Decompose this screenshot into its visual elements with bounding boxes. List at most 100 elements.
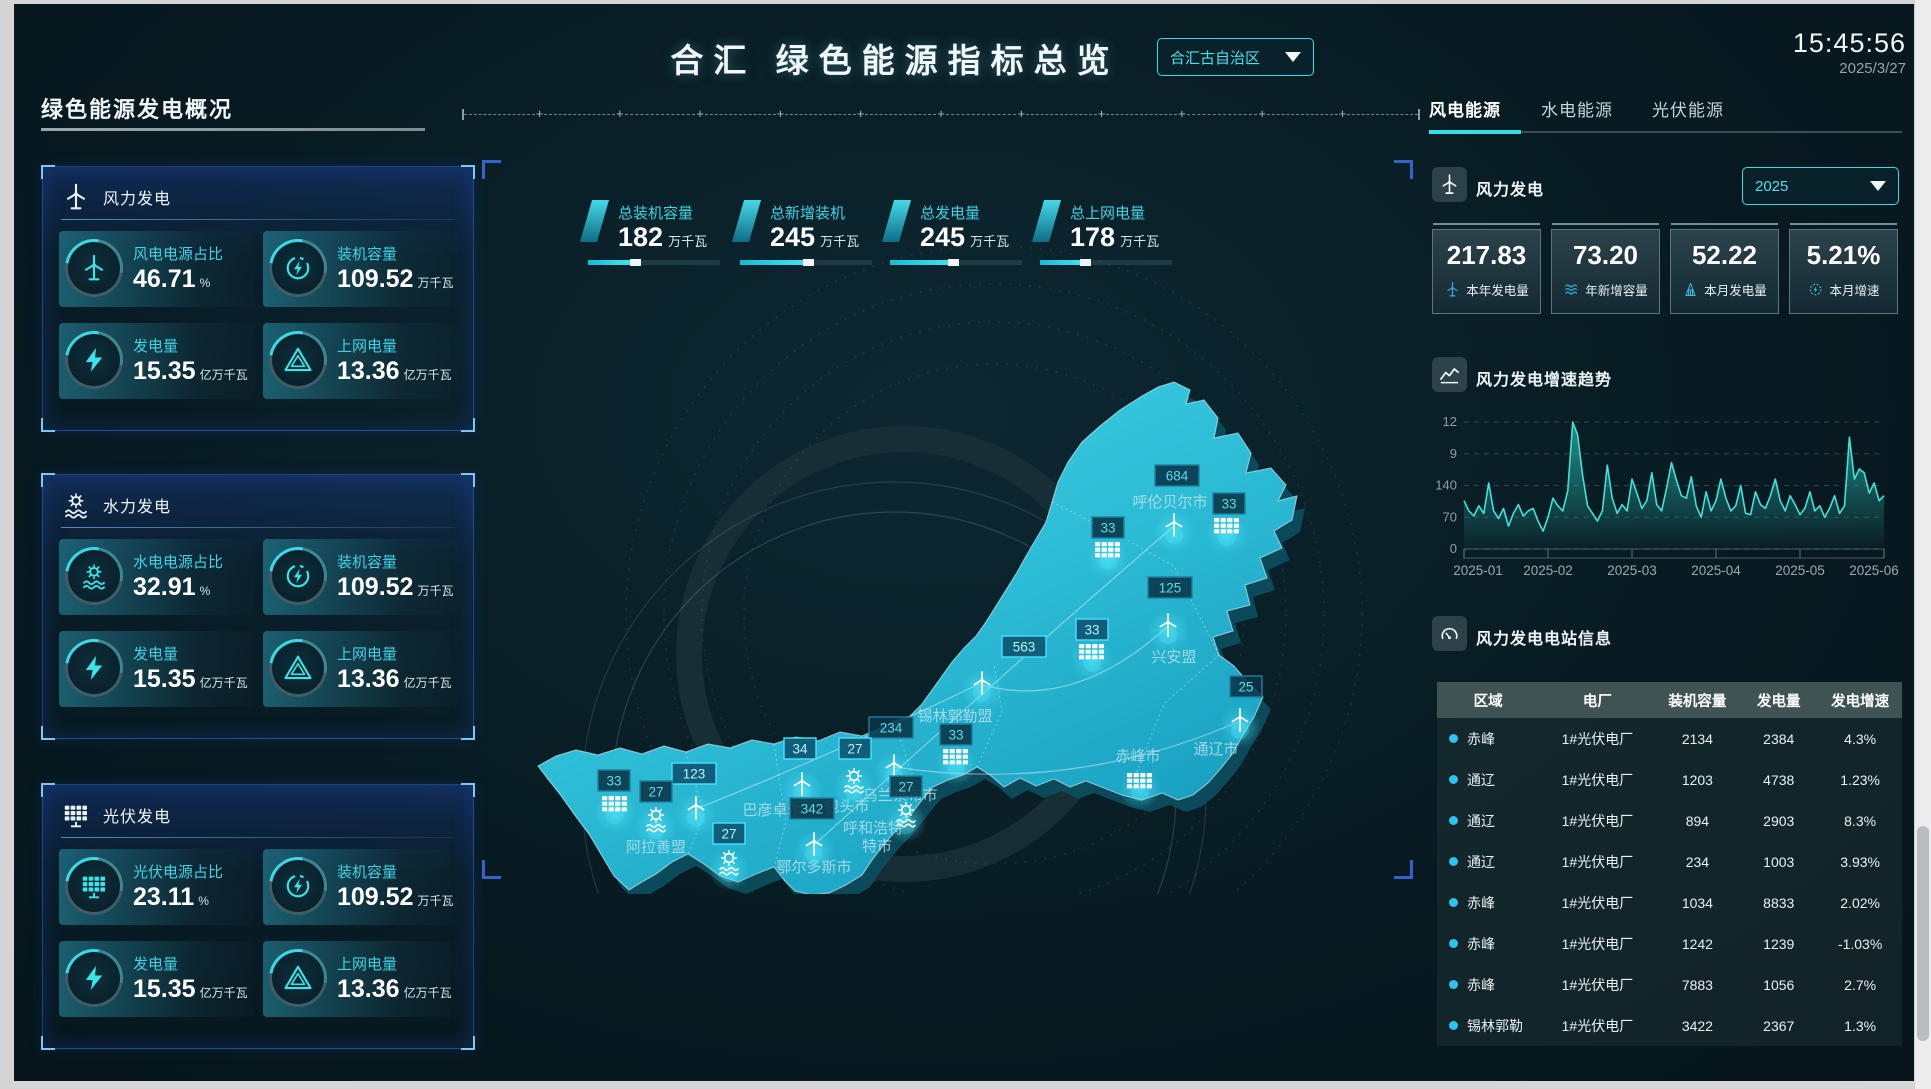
- separator-dash: [544, 113, 615, 115]
- stat-icon-ring: [269, 239, 327, 297]
- generation-cell: 2903: [1763, 812, 1795, 829]
- capacity-cell: 894: [1685, 812, 1710, 829]
- card-title: 风力发电: [103, 191, 172, 208]
- stat-value-number: 15.35: [133, 975, 196, 1003]
- wind-turbine-icon: [1444, 281, 1461, 298]
- dashed-separator: + + + + + + + + + + +: [462, 107, 1420, 121]
- grid-triangle-icon: [283, 653, 313, 683]
- overview-stat-value: 182 万千瓦: [618, 222, 707, 253]
- svg-text:123: 123: [683, 767, 706, 782]
- panel-corner-br: [1394, 860, 1413, 879]
- region-name: 赤峰: [1467, 894, 1495, 911]
- year-select[interactable]: 2025: [1742, 167, 1899, 205]
- svg-text:2025-04: 2025-04: [1691, 563, 1741, 578]
- stat-icon-ring: [65, 331, 123, 389]
- stat-label: 风电电源占比: [133, 246, 224, 263]
- separator-plus: +: [776, 106, 785, 121]
- stat-value-number: 15.35: [133, 665, 196, 693]
- kpi-box: 73.20 年新增容量: [1551, 223, 1660, 314]
- svg-text:684: 684: [1166, 469, 1189, 484]
- tab-hydro[interactable]: 水电能源: [1541, 101, 1613, 120]
- plant-cell: 1#光伏电厂: [1561, 730, 1634, 747]
- table-row[interactable]: 通辽 1#光伏电厂 894 2903 8.3%: [1437, 800, 1902, 841]
- stat-value-unit: 万千瓦: [417, 584, 454, 598]
- stat-value: 109.52 万千瓦: [337, 265, 453, 294]
- region-cell: 赤峰: [1437, 934, 1539, 954]
- stat-value-unit: 亿万千瓦: [199, 676, 248, 690]
- generation-cell: 2367: [1763, 1017, 1795, 1034]
- table-row[interactable]: 通辽 1#光伏电厂 1203 4738 1.23%: [1437, 759, 1902, 800]
- svg-text:234: 234: [880, 721, 903, 736]
- tab-wind[interactable]: 风电能源: [1429, 101, 1501, 120]
- line-chart-icon: [1432, 357, 1467, 392]
- card-title: 光伏发电: [103, 809, 172, 826]
- separator-dash: [945, 113, 1017, 115]
- energy-card-wind: 风力发电 风电电源占比 46.71% 装机容量 109.52 万千瓦 发电量 15.35 亿万千…: [41, 165, 475, 432]
- scrollbar-thumb[interactable]: [1917, 826, 1929, 1041]
- separator-dash: [1026, 113, 1097, 115]
- overview-stat-value: 245 万千瓦: [920, 222, 1009, 253]
- stat-value-number: 109.52: [337, 883, 414, 911]
- window-scrollbar[interactable]: [1914, 0, 1931, 1089]
- sun-gauge-icon: [1807, 281, 1824, 298]
- bullet-dot-icon: [1449, 898, 1458, 907]
- city-label: 呼伦贝尔市: [1132, 494, 1207, 511]
- plant-cell: 1#光伏电厂: [1561, 935, 1634, 952]
- stat-value-number: 15.35: [133, 357, 196, 385]
- card-divider: [61, 527, 455, 528]
- overview-stat: 总新增装机 245 万千瓦: [731, 196, 880, 272]
- stat-value-unit: 亿万千瓦: [199, 986, 248, 1000]
- map-value-badge: 27: [889, 775, 923, 798]
- card-header: 风力发电: [61, 179, 455, 215]
- table-row[interactable]: 赤峰 1#光伏电厂 2134 2384 4.3%: [1437, 718, 1902, 759]
- map-value-badge: 342: [789, 797, 835, 820]
- kpi-label-row: 本月增速: [1790, 280, 1897, 299]
- table-row[interactable]: 赤峰 1#光伏电厂 1242 1239 -1.03%: [1437, 923, 1902, 964]
- region-name: 赤峰: [1467, 730, 1495, 747]
- stat-value: 15.35 亿万千瓦: [133, 975, 248, 1004]
- region-name: 锡林郭勒: [1467, 1017, 1523, 1034]
- card-corner: [41, 418, 55, 432]
- stat-icon-ring: [65, 949, 123, 1007]
- kpi-label: 本月发电量: [1704, 284, 1767, 298]
- table-row[interactable]: 锡林郭勒 1#光伏电厂 3422 2367 1.3%: [1437, 1005, 1902, 1046]
- region-name: 通辽: [1467, 771, 1495, 788]
- stat-value: 13.36 亿万千瓦: [337, 975, 452, 1004]
- wind-turbine-icon: [61, 182, 91, 212]
- table-row[interactable]: 赤峰 1#光伏电厂 7883 1056 2.7%: [1437, 964, 1902, 1005]
- overview-stat-label: 总上网电量: [1070, 205, 1146, 222]
- stat-value-number: 46.71: [133, 265, 196, 293]
- region-name: 赤峰: [1467, 935, 1495, 952]
- stat-label: 上网电量: [337, 646, 398, 663]
- column-header: 装机容量: [1668, 693, 1727, 710]
- generation-cell: 4738: [1763, 771, 1795, 788]
- region-cell: 通辽: [1437, 852, 1539, 872]
- stat-value-unit: 亿万千瓦: [403, 986, 452, 1000]
- overview-stat-unit: 万千瓦: [970, 234, 1010, 249]
- separator-plus: +: [1097, 106, 1106, 121]
- kpi-label: 本月增速: [1829, 284, 1880, 298]
- svg-text:2025-02: 2025-02: [1523, 563, 1573, 578]
- overview-stat-label: 总新增装机: [770, 205, 846, 222]
- svg-text:125: 125: [1159, 581, 1182, 596]
- capacity-cell: 1034: [1681, 894, 1713, 911]
- card-divider: [61, 219, 455, 220]
- svg-text:2025-01: 2025-01: [1453, 563, 1503, 578]
- region-select[interactable]: 合汇古自治区: [1157, 38, 1314, 76]
- solar-icon: [61, 800, 91, 830]
- kpi-value: 73.20: [1572, 240, 1639, 270]
- card-corner: [461, 165, 475, 179]
- table-row[interactable]: 赤峰 1#光伏电厂 1034 8833 2.02%: [1437, 882, 1902, 923]
- progress-thumb: [948, 259, 960, 266]
- bullet-dot-icon: [1449, 734, 1458, 743]
- separator-plus: +: [937, 106, 945, 121]
- kpi-value: 217.83: [1446, 240, 1527, 270]
- tab-solar[interactable]: 光伏能源: [1652, 101, 1724, 120]
- progress-fill: [588, 260, 631, 265]
- separator-dash: [1266, 113, 1338, 115]
- grid-triangle-icon: [283, 963, 313, 993]
- stat-tile: 风电电源占比 46.71%: [59, 231, 255, 307]
- table-row[interactable]: 通辽 1#光伏电厂 234 1003 3.93%: [1437, 841, 1902, 882]
- page-title: 合汇 绿色能源指标总览: [670, 42, 1120, 79]
- bullet-dot-icon: [1449, 816, 1458, 825]
